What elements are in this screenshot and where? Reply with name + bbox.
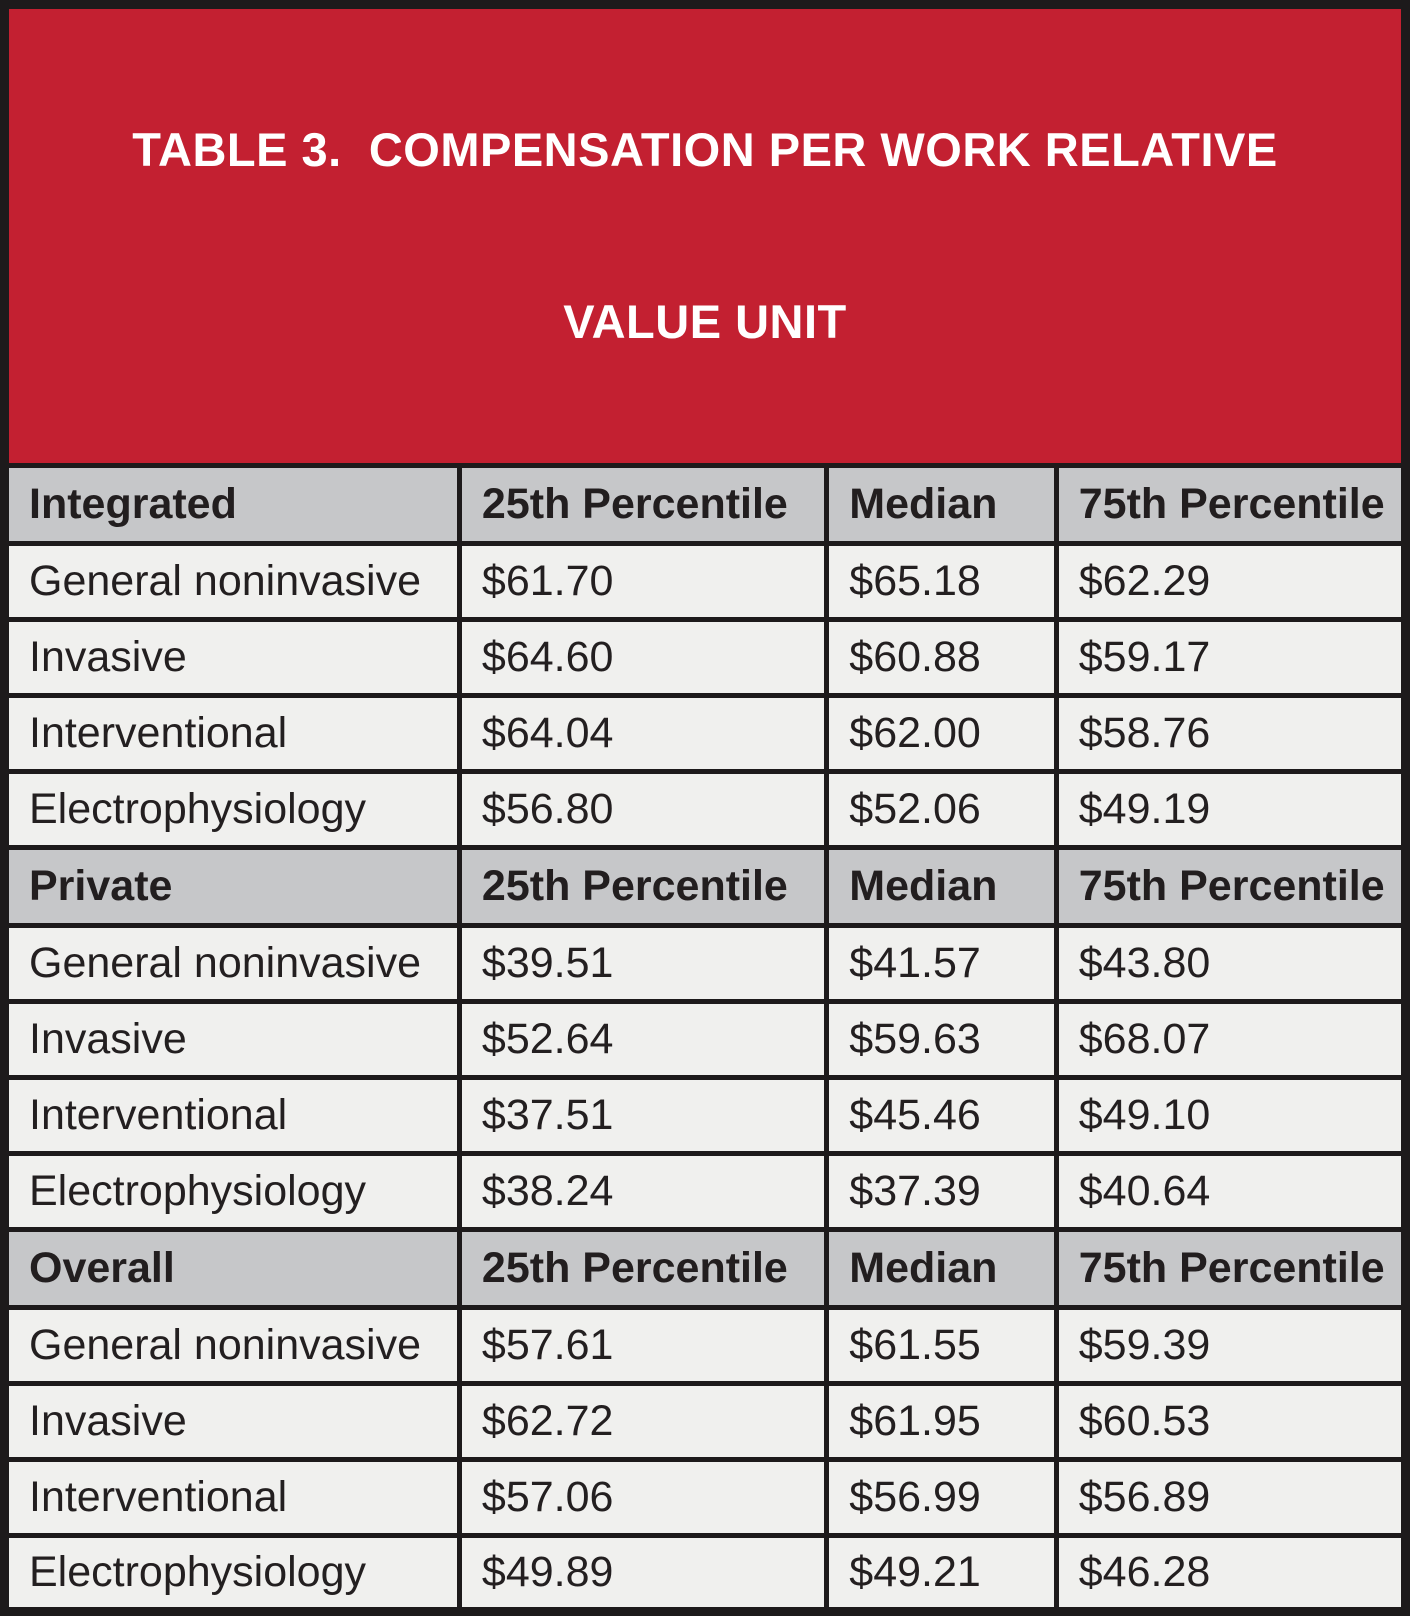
table-row: Invasive $64.60 $60.88 $59.17 bbox=[2, 617, 1409, 698]
column-header-75th: 75th Percentile bbox=[1053, 845, 1409, 928]
table-row: Invasive $52.64 $59.63 $68.07 bbox=[2, 999, 1409, 1080]
column-header-75th: 75th Percentile bbox=[1053, 1227, 1409, 1310]
section-header-private: Private 25th Percentile Median 75th Perc… bbox=[2, 845, 1409, 928]
row-label: Invasive bbox=[2, 999, 462, 1080]
cell-value: $46.28 bbox=[1053, 1533, 1409, 1614]
cell-value: $60.88 bbox=[824, 617, 1059, 698]
table-row: Interventional $64.04 $62.00 $58.76 bbox=[2, 693, 1409, 774]
cell-value: $58.76 bbox=[1053, 693, 1409, 774]
table-row: Invasive $62.72 $61.95 $60.53 bbox=[2, 1381, 1409, 1462]
cell-value: $62.00 bbox=[824, 693, 1059, 774]
cell-value: $43.80 bbox=[1053, 923, 1409, 1004]
section-label: Overall bbox=[2, 1227, 462, 1310]
table-row: General noninvasive $57.61 $61.55 $59.39 bbox=[2, 1305, 1409, 1386]
cell-value: $37.51 bbox=[456, 1075, 830, 1156]
table-row: Interventional $37.51 $45.46 $49.10 bbox=[2, 1075, 1409, 1156]
column-header-median: Median bbox=[824, 463, 1059, 546]
cell-value: $68.07 bbox=[1053, 999, 1409, 1080]
cell-value: $38.24 bbox=[456, 1151, 830, 1232]
table-title: TABLE 3. COMPENSATION PER WORK RELATIVE … bbox=[2, 2, 1408, 468]
cell-value: $40.64 bbox=[1053, 1151, 1409, 1232]
table-title-line-2: VALUE UNIT bbox=[563, 295, 847, 348]
cell-value: $49.21 bbox=[824, 1533, 1059, 1614]
cell-value: $49.89 bbox=[456, 1533, 830, 1614]
cell-value: $61.70 bbox=[456, 541, 830, 622]
row-label: General noninvasive bbox=[2, 923, 462, 1004]
row-label: Electrophysiology bbox=[2, 1151, 462, 1232]
cell-value: $61.95 bbox=[824, 1381, 1059, 1462]
row-label: Invasive bbox=[2, 1381, 462, 1462]
cell-value: $62.72 bbox=[456, 1381, 830, 1462]
table-row: Interventional $57.06 $56.99 $56.89 bbox=[2, 1457, 1409, 1538]
section-header-integrated: Integrated 25th Percentile Median 75th P… bbox=[2, 463, 1409, 546]
cell-value: $57.06 bbox=[456, 1457, 830, 1538]
table-row: Electrophysiology $56.80 $52.06 $49.19 bbox=[2, 769, 1409, 850]
cell-value: $57.61 bbox=[456, 1305, 830, 1386]
cell-value: $59.63 bbox=[824, 999, 1059, 1080]
cell-value: $62.29 bbox=[1053, 541, 1409, 622]
table-title-row: TABLE 3. COMPENSATION PER WORK RELATIVE … bbox=[2, 2, 1408, 468]
cell-value: $49.19 bbox=[1053, 769, 1409, 850]
column-header-25th: 25th Percentile bbox=[456, 1227, 830, 1310]
cell-value: $59.39 bbox=[1053, 1305, 1409, 1386]
table-row: General noninvasive $39.51 $41.57 $43.80 bbox=[2, 923, 1409, 1004]
section-header-overall: Overall 25th Percentile Median 75th Perc… bbox=[2, 1227, 1409, 1310]
row-label: Interventional bbox=[2, 1075, 462, 1156]
column-header-25th: 25th Percentile bbox=[456, 463, 830, 546]
table-row: Electrophysiology $38.24 $37.39 $40.64 bbox=[2, 1151, 1409, 1232]
row-label: Electrophysiology bbox=[2, 769, 462, 850]
row-label: Interventional bbox=[2, 693, 462, 774]
table-row: Electrophysiology $49.89 $49.21 $46.28 bbox=[2, 1533, 1409, 1614]
cell-value: $45.46 bbox=[824, 1075, 1059, 1156]
row-label: Electrophysiology bbox=[2, 1533, 462, 1614]
column-header-25th: 25th Percentile bbox=[456, 845, 830, 928]
cell-value: $56.99 bbox=[824, 1457, 1059, 1538]
cell-value: $64.04 bbox=[456, 693, 830, 774]
cell-value: $64.60 bbox=[456, 617, 830, 698]
cell-value: $59.17 bbox=[1053, 617, 1409, 698]
table-title-line-1: TABLE 3. COMPENSATION PER WORK RELATIVE bbox=[132, 123, 1278, 176]
cell-value: $37.39 bbox=[824, 1151, 1059, 1232]
cell-value: $65.18 bbox=[824, 541, 1059, 622]
column-header-median: Median bbox=[824, 845, 1059, 928]
row-label: Invasive bbox=[2, 617, 462, 698]
column-header-75th: 75th Percentile bbox=[1053, 463, 1409, 546]
column-header-median: Median bbox=[824, 1227, 1059, 1310]
cell-value: $41.57 bbox=[824, 923, 1059, 1004]
row-label: General noninvasive bbox=[2, 1305, 462, 1386]
section-label: Private bbox=[2, 845, 462, 928]
cell-value: $56.89 bbox=[1053, 1457, 1409, 1538]
table-row: General noninvasive $61.70 $65.18 $62.29 bbox=[2, 541, 1409, 622]
cell-value: $52.64 bbox=[456, 999, 830, 1080]
row-label: General noninvasive bbox=[2, 541, 462, 622]
section-label: Integrated bbox=[2, 463, 462, 546]
row-label: Interventional bbox=[2, 1457, 462, 1538]
cell-value: $39.51 bbox=[456, 923, 830, 1004]
cell-value: $61.55 bbox=[824, 1305, 1059, 1386]
cell-value: $60.53 bbox=[1053, 1381, 1409, 1462]
cell-value: $52.06 bbox=[824, 769, 1059, 850]
cell-value: $56.80 bbox=[456, 769, 830, 850]
cell-value: $49.10 bbox=[1053, 1075, 1409, 1156]
